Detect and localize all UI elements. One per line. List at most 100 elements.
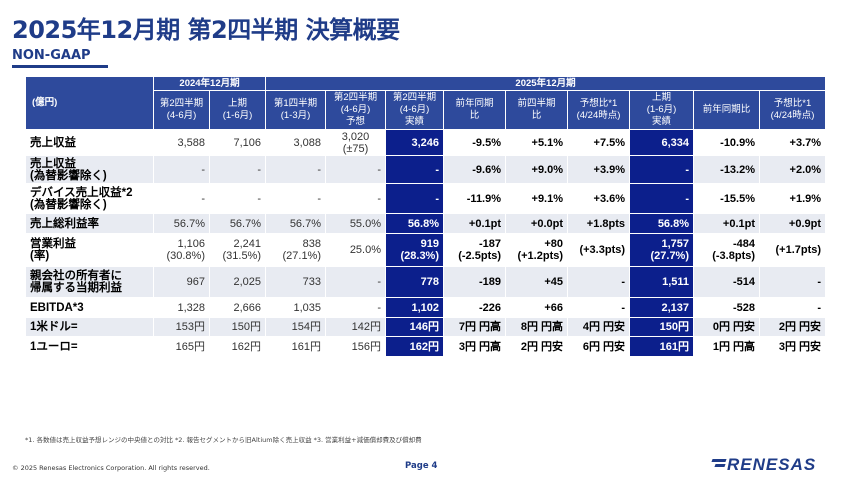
table-cell: - <box>629 155 695 184</box>
table-cell: +2.0% <box>759 155 827 184</box>
table-cell: -9.5% <box>443 129 507 156</box>
table-cell: 55.0% <box>325 213 387 234</box>
table-row: 売上収益 3,588 7,106 3,088 3,020 (±75) 3,246 -9.5% +… <box>25 129 827 156</box>
table-cell: - <box>567 266 631 298</box>
table-cell: - <box>325 266 387 298</box>
table-cell: +9.1% <box>505 183 569 214</box>
page-subtitle: NON-GAAP <box>12 48 91 63</box>
table-cell: 2円 円安 <box>759 317 827 337</box>
group-header-2024: 2024年12月期 <box>152 76 267 91</box>
table-cell: 146円 <box>385 317 445 337</box>
table-row: 売上総利益率 56.7% 56.7% 56.7% 55.0% 56.8% +0.1pt +0.… <box>25 213 827 234</box>
table-cell: -11.9% <box>443 183 507 214</box>
table-cell: 919 (28.3%) <box>385 233 445 267</box>
table-cell: - <box>208 183 267 214</box>
column-header-9: 上期 (1-6月) 実績 <box>629 90 695 130</box>
table-cell: 150円 <box>629 317 695 337</box>
table-cell: - <box>385 155 445 184</box>
table-cell: -187 (-2.5pts) <box>443 233 507 267</box>
table-body: 売上収益 3,588 7,106 3,088 3,020 (±75) 3,246 -9.5% +… <box>25 129 827 357</box>
table-cell: 1,035 <box>265 297 327 318</box>
table-cell: 56.7% <box>208 213 267 234</box>
column-header-5: 第2四半期 (4-6月) 実績 <box>385 90 445 130</box>
column-header-4: 第2四半期 (4-6月) 予想 <box>325 90 387 130</box>
table-cell: 162円 <box>208 336 267 357</box>
table-row: デバイス売上収益*2 (為替影響除く) - - - - - -11.9% +9.1% +3.6% -… <box>25 183 827 214</box>
table-cell: 142円 <box>325 317 387 337</box>
table-row: 売上収益 (為替影響除く) - - - - - -9.6% +9.0% +3.9% - -13.2% +… <box>25 155 827 184</box>
table-cell: 161円 <box>629 336 695 357</box>
renesas-logo: RENESAS <box>712 455 816 475</box>
logo-text: RENESAS <box>727 455 817 474</box>
group-header-2025: 2025年12月期 <box>265 76 827 91</box>
table-cell: 56.8% <box>629 213 695 234</box>
column-header-10: 前年同期比 <box>693 90 761 130</box>
financial-summary-table: (億円) 2024年12月期 2025年12月期 第2四半期 (4-6月) 上期 (1… <box>25 76 827 357</box>
column-header-2: 上期 (1-6月) <box>208 90 267 130</box>
row-label: 1米ドル= <box>25 317 154 337</box>
table-cell: - <box>567 297 631 318</box>
row-label: 1ユーロ= <box>25 336 154 357</box>
table-cell: 778 <box>385 266 445 298</box>
table-cell: 56.7% <box>153 213 210 234</box>
table-cell: 7円 円高 <box>443 317 507 337</box>
table-cell: (+1.7pts) <box>759 233 827 267</box>
row-label: EBITDA*3 <box>25 297 154 318</box>
table-cell: 2,025 <box>208 266 267 298</box>
row-label: 親会社の所有者に 帰属する当期利益 <box>25 266 154 298</box>
table-row: 1ユーロ= 165円 162円 161円 156円 162円 3円 円高 2円 円安 6円 円安… <box>25 336 827 357</box>
table-cell: - <box>759 297 827 318</box>
table-cell: 1,757 (27.7%) <box>629 233 695 267</box>
table-cell: +1.9% <box>759 183 827 214</box>
table-cell: +5.1% <box>505 129 569 156</box>
page-number: Page 4 <box>405 461 438 471</box>
table-cell: - <box>325 155 387 184</box>
table-cell: 162円 <box>385 336 445 357</box>
table-cell: 1,102 <box>385 297 445 318</box>
table-row: EBITDA*3 1,328 2,666 1,035-1,102 -226 +66-2,1… <box>25 297 827 318</box>
table-cell: 733 <box>265 266 327 298</box>
table-cell: 2,666 <box>208 297 267 318</box>
table-cell: 156円 <box>325 336 387 357</box>
table-cell: - <box>208 155 267 184</box>
subtitle-underline <box>12 65 108 68</box>
table-cell: 154円 <box>265 317 327 337</box>
table-cell: +0.9pt <box>759 213 827 234</box>
table-row: 1米ドル= 153円 150円 154円 142円 146円 7円 円高 8円 円高 4円 円安… <box>25 317 827 337</box>
table-cell: 3,088 <box>265 129 327 156</box>
table-cell: (+3.3pts) <box>567 233 631 267</box>
table-cell: -514 <box>693 266 761 298</box>
table-cell: - <box>265 155 327 184</box>
table-cell: +0.1pt <box>443 213 507 234</box>
unit-label: (億円) <box>25 76 154 130</box>
logo-mark-icon <box>712 459 726 471</box>
column-header-7: 前四半期比 <box>505 90 569 130</box>
table-cell: -484 (-3.8pts) <box>693 233 761 267</box>
table-cell: -15.5% <box>693 183 761 214</box>
table-cell: 7,106 <box>208 129 267 156</box>
table-cell: 3円 円高 <box>443 336 507 357</box>
page-title: 2025年12月期 第2四半期 決算概要 <box>12 16 400 44</box>
table-cell: +3.6% <box>567 183 631 214</box>
footnote: *1. 各数値は売上収益予想レンジの中央値との対比 *2. 報告セグメントから旧… <box>25 436 422 444</box>
table-cell: +3.7% <box>759 129 827 156</box>
table-cell: 2,137 <box>629 297 695 318</box>
table-cell: +0.0pt <box>505 213 569 234</box>
table-cell: 8円 円高 <box>505 317 569 337</box>
table-cell: - <box>153 183 210 214</box>
table-cell: - <box>325 183 387 214</box>
table-row: 営業利益 (率) 1,106 (30.8%) 2,241 (31.5%) 838 (27.1%… <box>25 233 827 267</box>
table-cell: +9.0% <box>505 155 569 184</box>
table-row: 親会社の所有者に 帰属する当期利益 967 2,025 733-778 -189 +45-1… <box>25 266 827 298</box>
table-cell: 1,511 <box>629 266 695 298</box>
column-header-6: 前年同期比 <box>443 90 507 130</box>
table-cell: 56.8% <box>385 213 445 234</box>
table-cell: +66 <box>505 297 569 318</box>
table-cell: 1,106 (30.8%) <box>153 233 210 267</box>
table-cell: 153円 <box>153 317 210 337</box>
table-cell: 3,020 (±75) <box>325 129 387 156</box>
table-cell: 56.7% <box>265 213 327 234</box>
column-header-3: 第1四半期 (1-3月) <box>265 90 327 130</box>
table-cell: 3円 円安 <box>759 336 827 357</box>
column-header-1: 第2四半期 (4-6月) <box>153 90 210 130</box>
